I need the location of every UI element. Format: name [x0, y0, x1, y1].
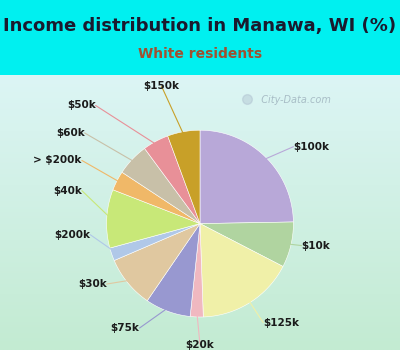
Text: $30k: $30k: [78, 279, 106, 289]
Text: $100k: $100k: [294, 142, 330, 152]
Polygon shape: [144, 136, 200, 224]
Text: $150k: $150k: [144, 81, 180, 91]
Polygon shape: [200, 222, 294, 266]
Polygon shape: [114, 224, 200, 301]
Polygon shape: [200, 130, 294, 224]
Polygon shape: [200, 224, 283, 317]
Polygon shape: [168, 130, 200, 224]
Text: City-Data.com: City-Data.com: [255, 95, 331, 105]
Text: $75k: $75k: [111, 323, 140, 333]
Text: $60k: $60k: [56, 128, 85, 138]
Polygon shape: [190, 224, 203, 317]
Text: $20k: $20k: [186, 340, 214, 350]
Text: $50k: $50k: [67, 100, 96, 111]
Text: > $200k: > $200k: [34, 155, 82, 166]
Text: $40k: $40k: [53, 186, 82, 196]
Text: $200k: $200k: [54, 230, 90, 240]
Polygon shape: [122, 148, 200, 224]
Polygon shape: [113, 172, 200, 224]
Polygon shape: [106, 190, 200, 248]
Text: $125k: $125k: [263, 317, 299, 328]
Text: Income distribution in Manawa, WI (%): Income distribution in Manawa, WI (%): [4, 17, 396, 35]
Text: $10k: $10k: [302, 240, 330, 251]
Polygon shape: [147, 224, 200, 316]
Text: White residents: White residents: [138, 47, 262, 61]
Polygon shape: [110, 224, 200, 260]
